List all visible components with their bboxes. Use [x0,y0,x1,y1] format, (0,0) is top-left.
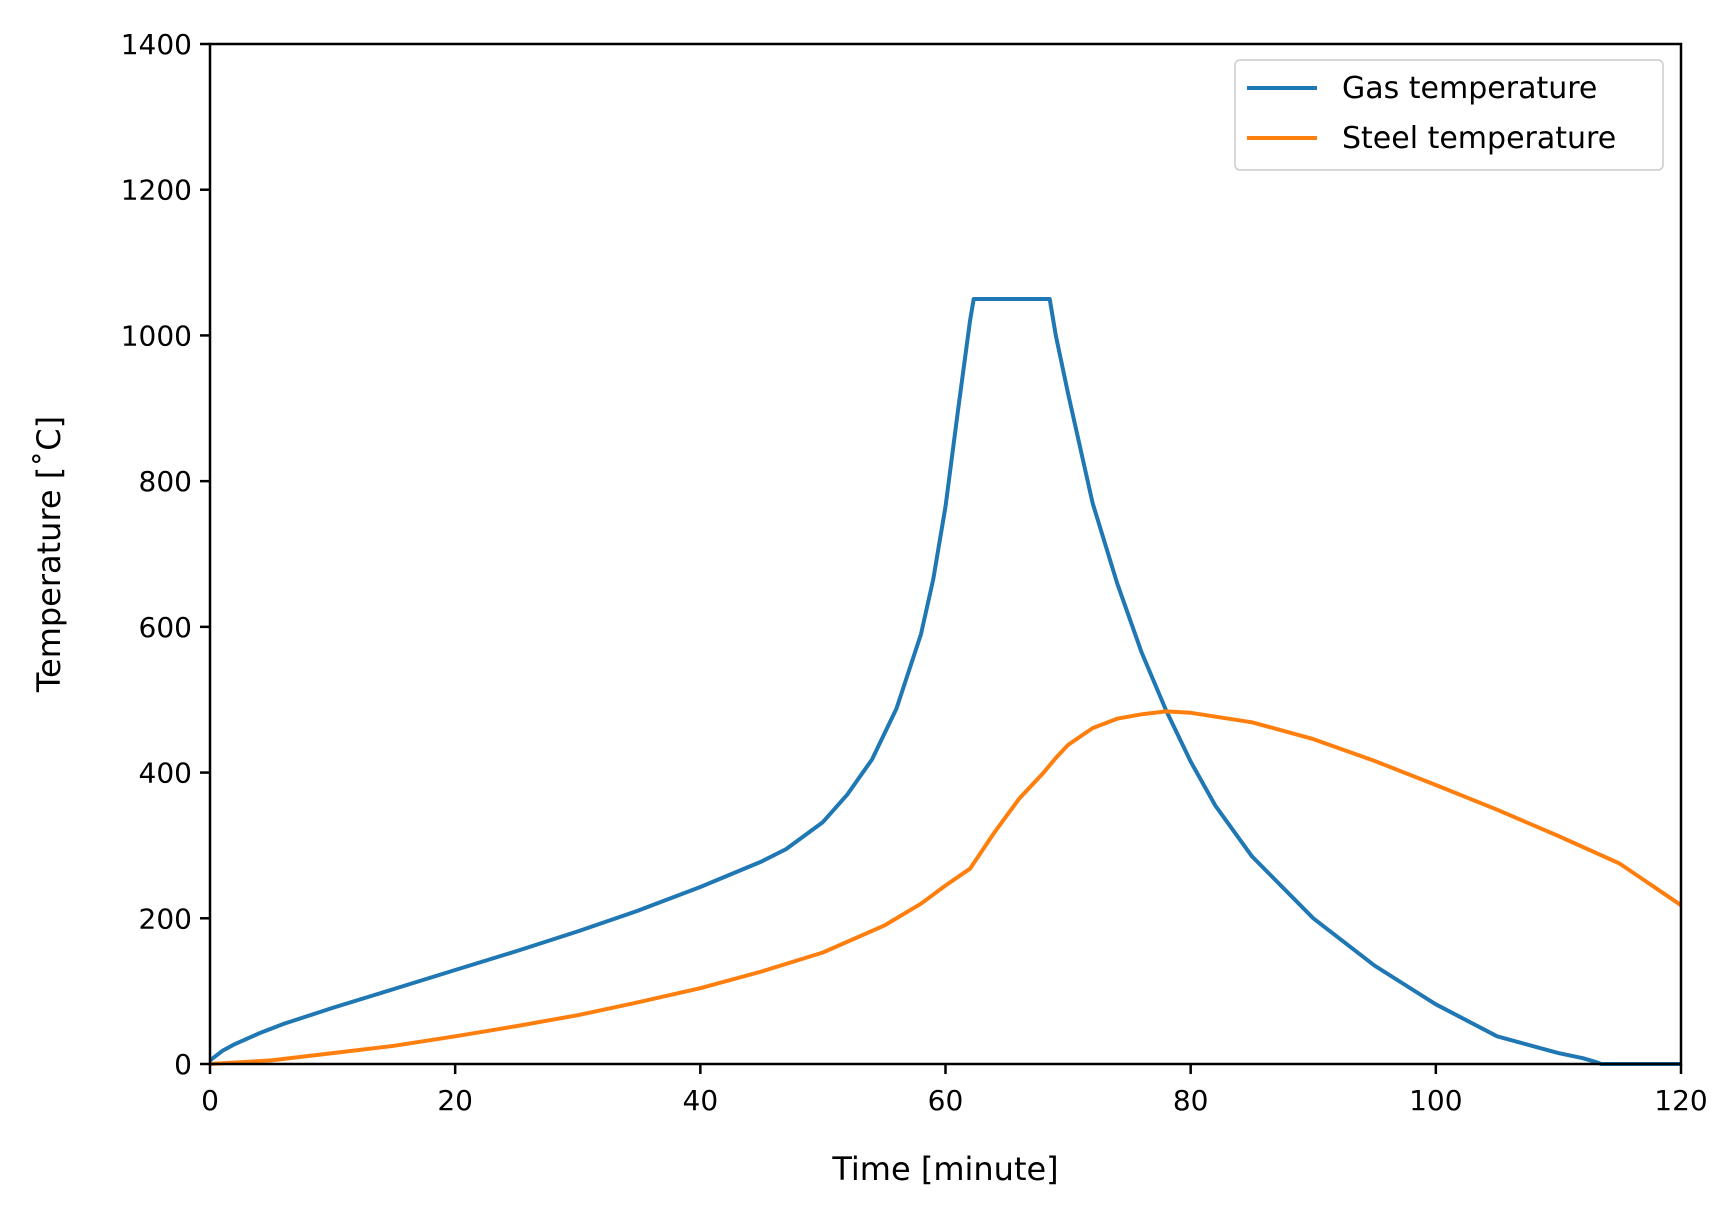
x-tick-label: 0 [201,1084,219,1117]
y-tick-label: 1200 [121,174,192,207]
y-tick-label: 0 [174,1048,192,1081]
series-line-gas [208,297,1681,1066]
legend: Gas temperature Steel temperature [1234,59,1664,171]
y-tick-label: 1000 [121,319,192,352]
x-tick-label: 40 [683,1084,719,1117]
x-tick-label: 20 [437,1084,473,1117]
legend-label-steel: Steel temperature [1342,121,1616,156]
x-tick-label: 100 [1409,1084,1462,1117]
legend-label-gas: Gas temperature [1342,71,1597,106]
y-tick-label: 200 [139,902,192,935]
x-axis-label: Time [minute] [831,1150,1058,1188]
y-tick-label: 400 [139,757,192,790]
plot-lines [208,297,1683,1066]
y-axis-label: Temperature [˚C] [30,416,68,693]
y-tick-label: 600 [139,611,192,644]
x-tick-label: 120 [1654,1084,1707,1117]
x-axis: 0 20 40 60 80 100 120 [201,1064,1708,1117]
plot-frame [208,42,1683,1066]
y-tick-label: 800 [139,465,192,498]
y-axis: 0 200 400 600 800 1000 1200 1400 [121,28,210,1081]
series-line-steel [209,709,1683,1066]
legend-box [1234,59,1664,171]
x-tick-label: 60 [928,1084,964,1117]
x-tick-label: 80 [1173,1084,1209,1117]
y-tick-label: 1400 [121,28,192,61]
